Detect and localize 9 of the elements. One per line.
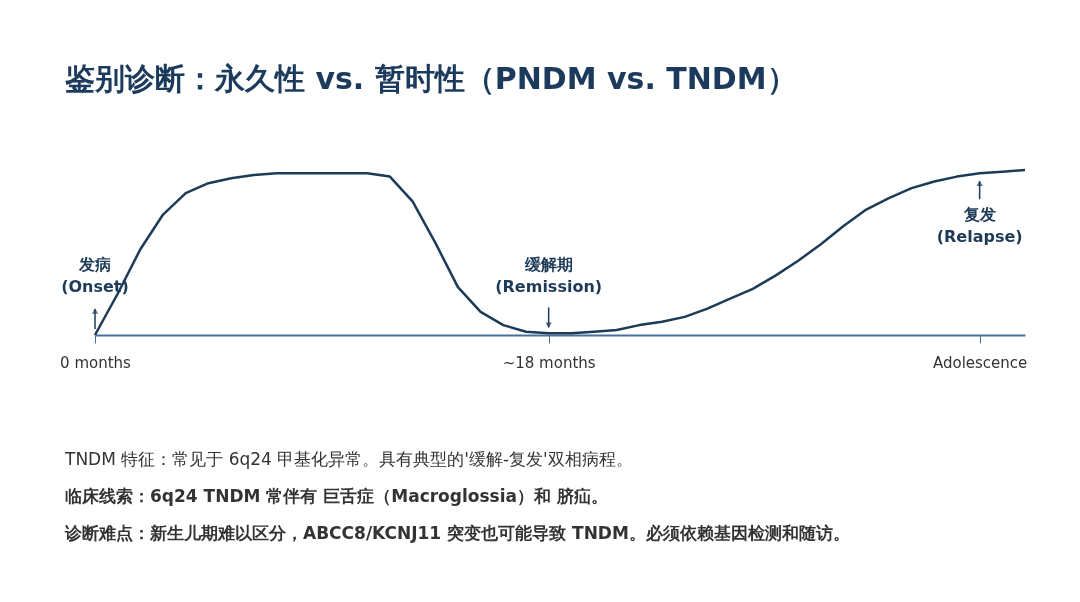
chart-title: 鉴别诊断：永久性 vs. 暂时性（PNDM vs. TNDM）	[65, 61, 797, 96]
annotation: 复发 (Relapse)	[936, 205, 1023, 247]
text: 临床线索：6q24 TNDM 常伴有 巨舌症（Macroglossia）和 脐疝。	[65, 486, 608, 506]
x-tick-label: Adolescence	[932, 353, 1028, 372]
text: 诊断难点：新生儿期难以区分，ABCC8/KCNJ11 突变也可能导致 TNDM。必须依赖基因检测和随访。	[64, 523, 850, 543]
x-tick-label: ~18 months	[502, 353, 596, 372]
text: TNDM 特征：常见于 6q24 甲基化异常。具有典型的'缓解-复发'双相病程。	[64, 449, 633, 469]
x-tick-label: 0 months	[60, 353, 132, 372]
annotation: 缓解期 (Remission)	[495, 255, 603, 297]
